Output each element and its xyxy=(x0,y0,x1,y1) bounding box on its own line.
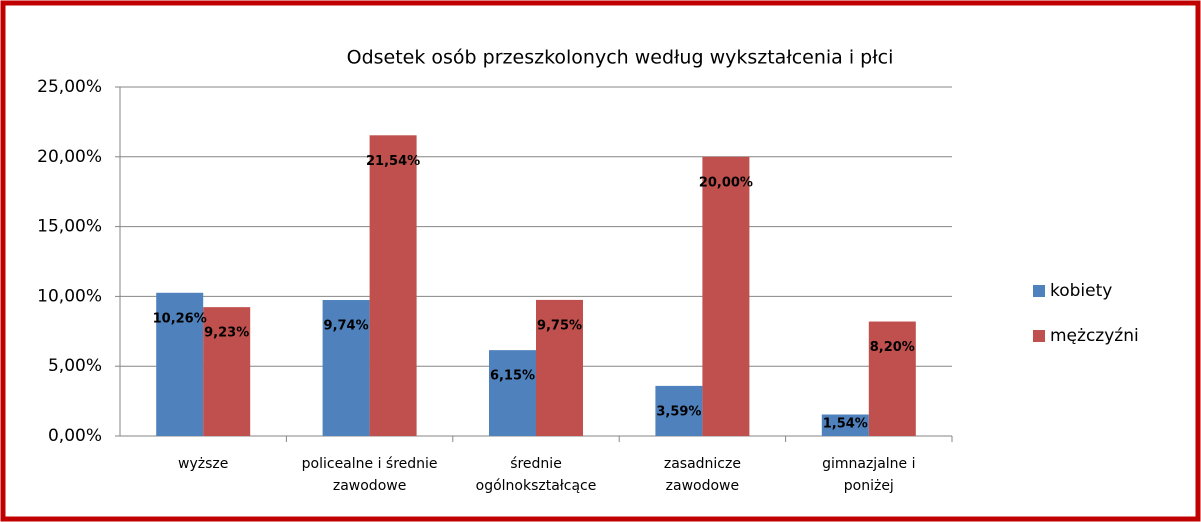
data-label: 9,75% xyxy=(537,318,582,333)
x-tick-label: średnie ogólnokształcące xyxy=(476,456,597,494)
bar xyxy=(489,350,536,436)
data-label: 9,23% xyxy=(204,326,249,341)
data-label: 8,20% xyxy=(870,340,915,355)
y-tick-label: 15,00% xyxy=(37,217,102,237)
bar xyxy=(369,135,417,436)
y-tick-label: 20,00% xyxy=(37,147,102,167)
x-tick-label: zasadnicze zawodowe xyxy=(664,456,741,494)
legend-swatch xyxy=(1033,330,1045,342)
data-label: 9,74% xyxy=(324,319,369,334)
y-tick-label: 0,00% xyxy=(48,426,102,446)
bar xyxy=(702,156,750,437)
data-label: 3,59% xyxy=(656,404,701,419)
y-tick-label: 10,00% xyxy=(37,286,102,306)
x-tick-label: policealne i średnie zawodowe xyxy=(302,456,438,494)
data-label: 21,54% xyxy=(366,154,420,169)
x-tick-label: wyższe xyxy=(178,456,228,472)
bar xyxy=(655,385,703,436)
data-label: 1,54% xyxy=(823,417,868,432)
y-tick-label: 25,00% xyxy=(37,77,102,97)
bar xyxy=(322,300,370,436)
legend-swatch xyxy=(1033,285,1045,297)
legend-label: kobiety xyxy=(1050,281,1112,301)
x-tick-label: gimnazjalne i poniżej xyxy=(822,456,915,494)
chart-title: Odsetek osób przeszkolonych według wyksz… xyxy=(347,47,894,69)
bar xyxy=(156,292,204,436)
bar xyxy=(868,321,916,436)
data-label: 20,00% xyxy=(699,175,753,190)
data-label: 6,15% xyxy=(490,369,535,384)
bar xyxy=(203,307,251,436)
bar xyxy=(821,414,869,436)
legend-label: mężczyźni xyxy=(1050,326,1139,346)
y-tick-label: 5,00% xyxy=(48,356,102,376)
bar xyxy=(536,299,583,436)
data-label: 10,26% xyxy=(153,311,207,326)
